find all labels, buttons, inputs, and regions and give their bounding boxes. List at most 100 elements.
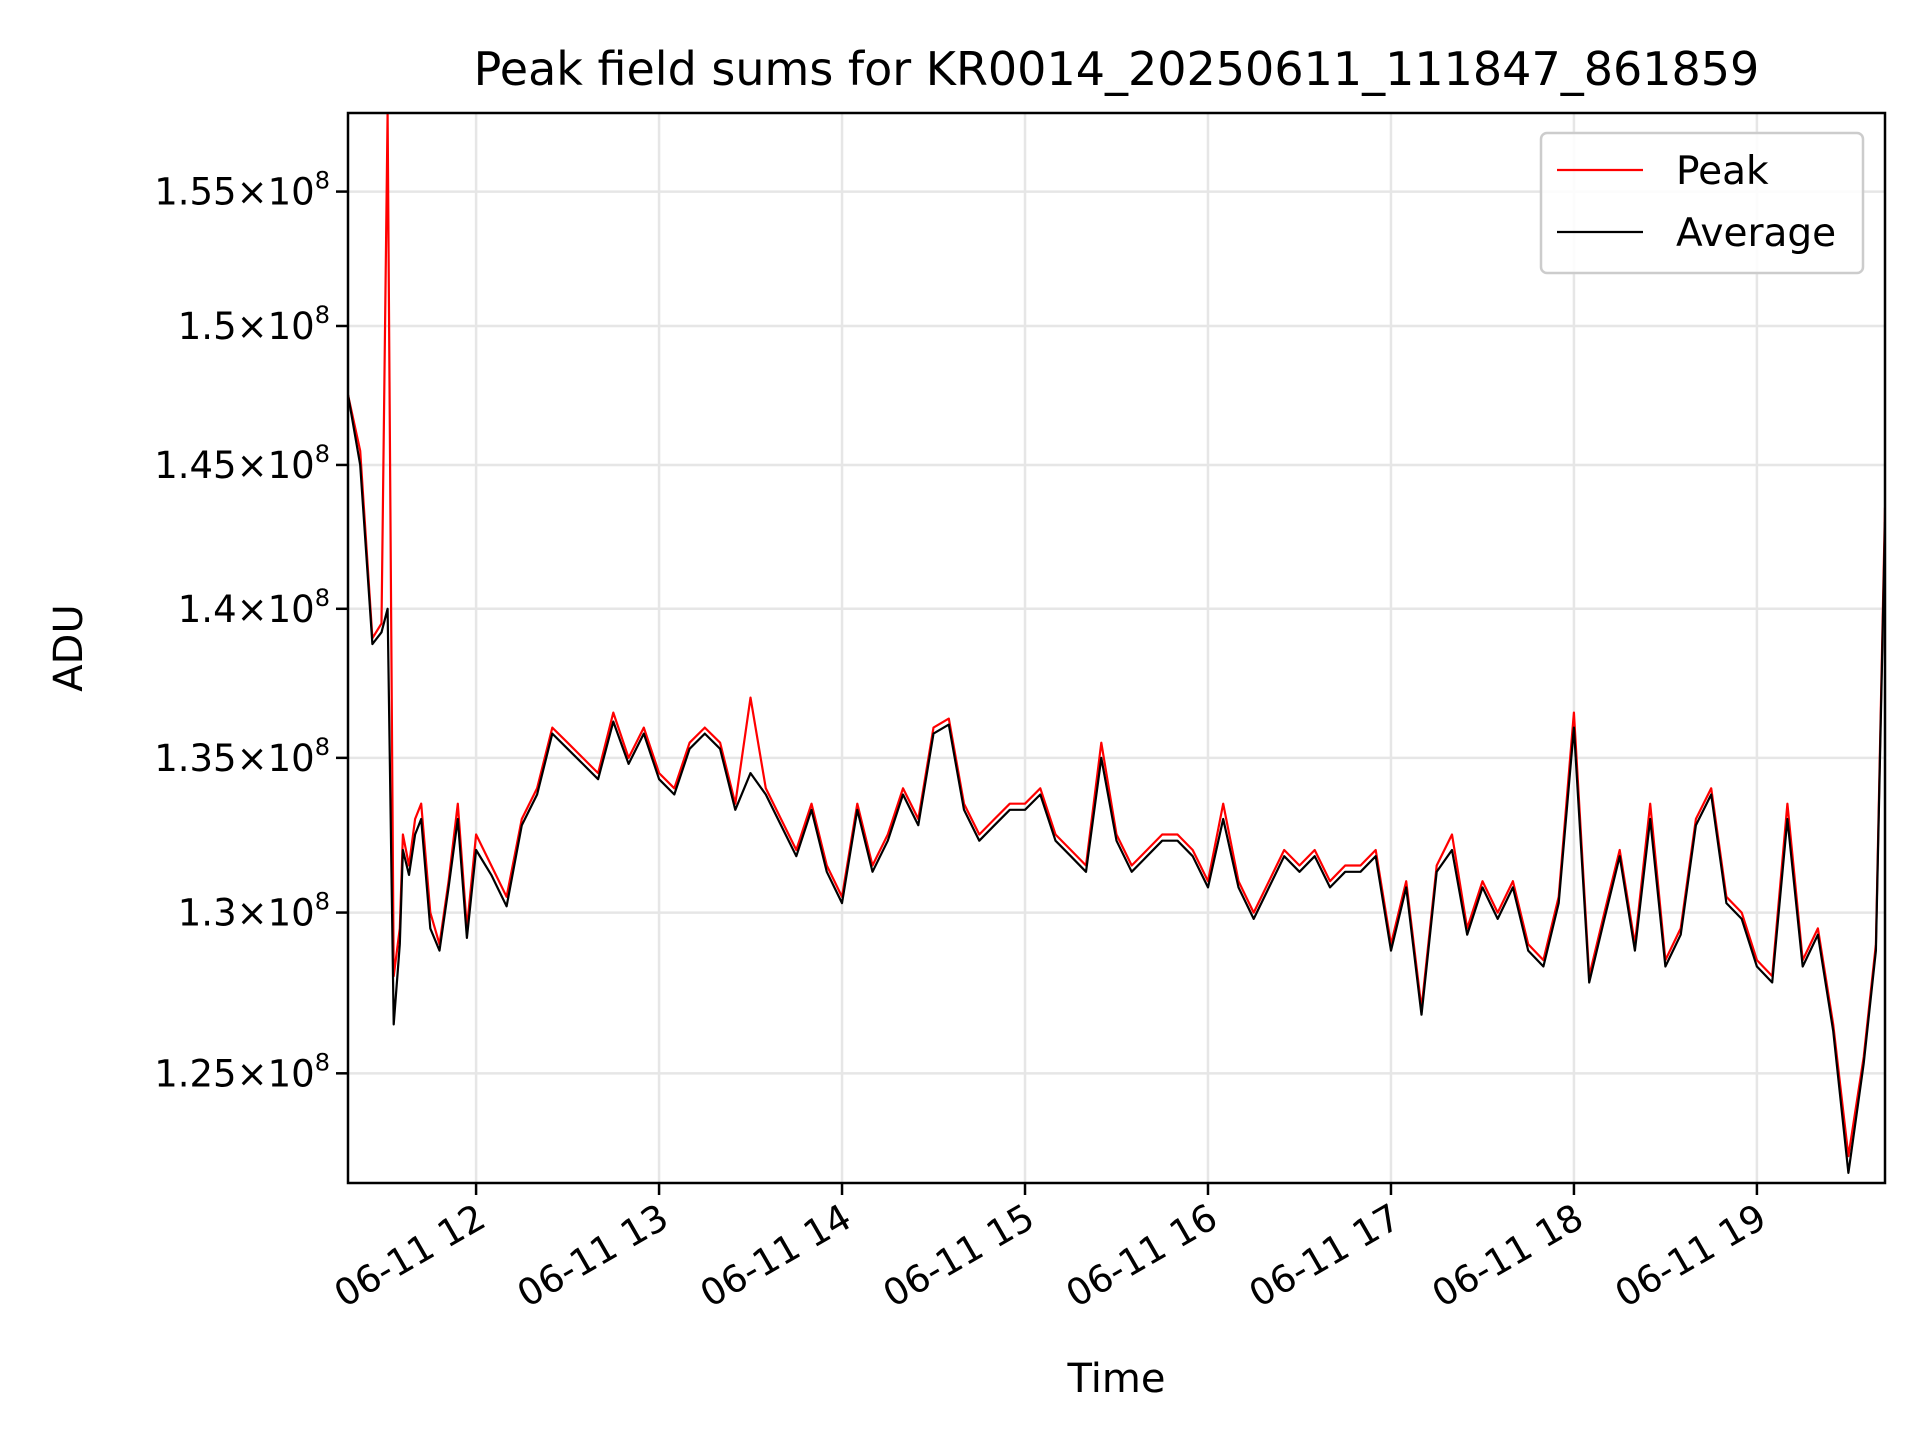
data-point xyxy=(887,840,889,842)
data-point xyxy=(359,464,361,466)
data-point xyxy=(932,726,934,728)
data-point xyxy=(1359,864,1361,866)
data-point xyxy=(1756,965,1758,967)
data-point xyxy=(1481,880,1483,882)
data-point xyxy=(1253,911,1255,913)
y-tick-mantissa: 1.45 xyxy=(154,444,236,487)
plot-frame xyxy=(346,111,1887,1185)
data-point xyxy=(978,833,980,835)
data-point xyxy=(1329,886,1331,888)
data-point xyxy=(490,864,492,866)
data-point xyxy=(1619,849,1621,851)
data-point xyxy=(414,818,416,820)
data-point xyxy=(719,748,721,750)
data-point xyxy=(1680,934,1682,936)
y-tick-base: 10 xyxy=(268,588,315,631)
data-point xyxy=(457,803,459,805)
data-point xyxy=(1603,918,1605,920)
data-point xyxy=(1100,757,1102,759)
data-point xyxy=(780,818,782,820)
data-point xyxy=(566,748,568,750)
data-point xyxy=(856,809,858,811)
data-point xyxy=(1741,918,1743,920)
data-point xyxy=(688,748,690,750)
data-point xyxy=(429,927,431,929)
y-tick-label: 1.35×108 xyxy=(154,733,330,780)
y-axis-label: ADU xyxy=(46,604,92,691)
data-point xyxy=(1192,849,1194,851)
data-point xyxy=(490,874,492,876)
y-tick-base: 10 xyxy=(268,737,315,780)
y-tick-times: × xyxy=(237,588,268,631)
y-tick-base: 10 xyxy=(268,892,315,935)
chart-title: Peak field sums for KR0014_20250611_1118… xyxy=(474,42,1760,96)
data-point xyxy=(371,643,373,645)
y-tick-exponent: 8 xyxy=(315,440,330,468)
series-line-average xyxy=(348,394,1885,1174)
data-point xyxy=(475,833,477,835)
y-tick-mantissa: 1.55 xyxy=(154,171,236,214)
data-point xyxy=(551,726,553,728)
data-point xyxy=(704,726,706,728)
data-point xyxy=(1024,809,1026,811)
data-point xyxy=(1405,880,1407,882)
data-point xyxy=(627,763,629,765)
x-axis-label: Time xyxy=(1067,1356,1166,1402)
data-point xyxy=(1512,880,1514,882)
data-point xyxy=(1786,803,1788,805)
data-point xyxy=(420,803,422,805)
y-tick-label: 1.5×108 xyxy=(178,301,330,348)
data-point xyxy=(1314,855,1316,857)
data-point xyxy=(1695,818,1697,820)
data-point xyxy=(688,742,690,744)
y-tick-label: 1.55×108 xyxy=(154,167,330,214)
data-point xyxy=(1146,849,1148,851)
data-point xyxy=(457,818,459,820)
data-point xyxy=(1009,803,1011,805)
data-point xyxy=(612,711,614,713)
data-point xyxy=(704,732,706,734)
data-point xyxy=(1283,855,1285,857)
data-point xyxy=(1100,742,1102,744)
y-tick-exponent: 8 xyxy=(315,167,330,195)
data-point xyxy=(1771,981,1773,983)
data-point xyxy=(1649,803,1651,805)
data-point xyxy=(643,732,645,734)
data-point xyxy=(1070,855,1072,857)
data-point xyxy=(1024,803,1026,805)
y-tick-exponent: 8 xyxy=(315,1048,330,1076)
data-point xyxy=(902,793,904,795)
data-point xyxy=(386,608,388,610)
data-point xyxy=(566,742,568,744)
data-point xyxy=(521,824,523,826)
data-point xyxy=(420,818,422,820)
data-point xyxy=(932,732,934,734)
y-tick-times: × xyxy=(237,171,268,214)
data-point xyxy=(1466,934,1468,936)
data-point xyxy=(521,818,523,820)
data-point xyxy=(1039,787,1041,789)
data-point xyxy=(402,833,404,835)
data-point xyxy=(1375,849,1377,851)
legend: Peak Average xyxy=(1539,131,1865,275)
y-tick-mantissa: 1.3 xyxy=(178,892,237,935)
data-point xyxy=(475,849,477,851)
data-point xyxy=(902,787,904,789)
data-point xyxy=(466,937,468,939)
data-point xyxy=(1054,840,1056,842)
data-point xyxy=(1725,902,1727,904)
data-point xyxy=(414,833,416,835)
data-point xyxy=(1497,911,1499,913)
data-point xyxy=(1375,855,1377,857)
data-point xyxy=(1710,787,1712,789)
y-tick-mantissa: 1.25 xyxy=(154,1052,236,1095)
data-point xyxy=(1222,818,1224,820)
data-point xyxy=(749,772,751,774)
data-point xyxy=(1619,855,1621,857)
data-point xyxy=(438,949,440,951)
data-point xyxy=(1527,949,1529,951)
data-point xyxy=(1390,949,1392,951)
data-point xyxy=(810,803,812,805)
data-point xyxy=(1298,871,1300,873)
data-point xyxy=(734,809,736,811)
